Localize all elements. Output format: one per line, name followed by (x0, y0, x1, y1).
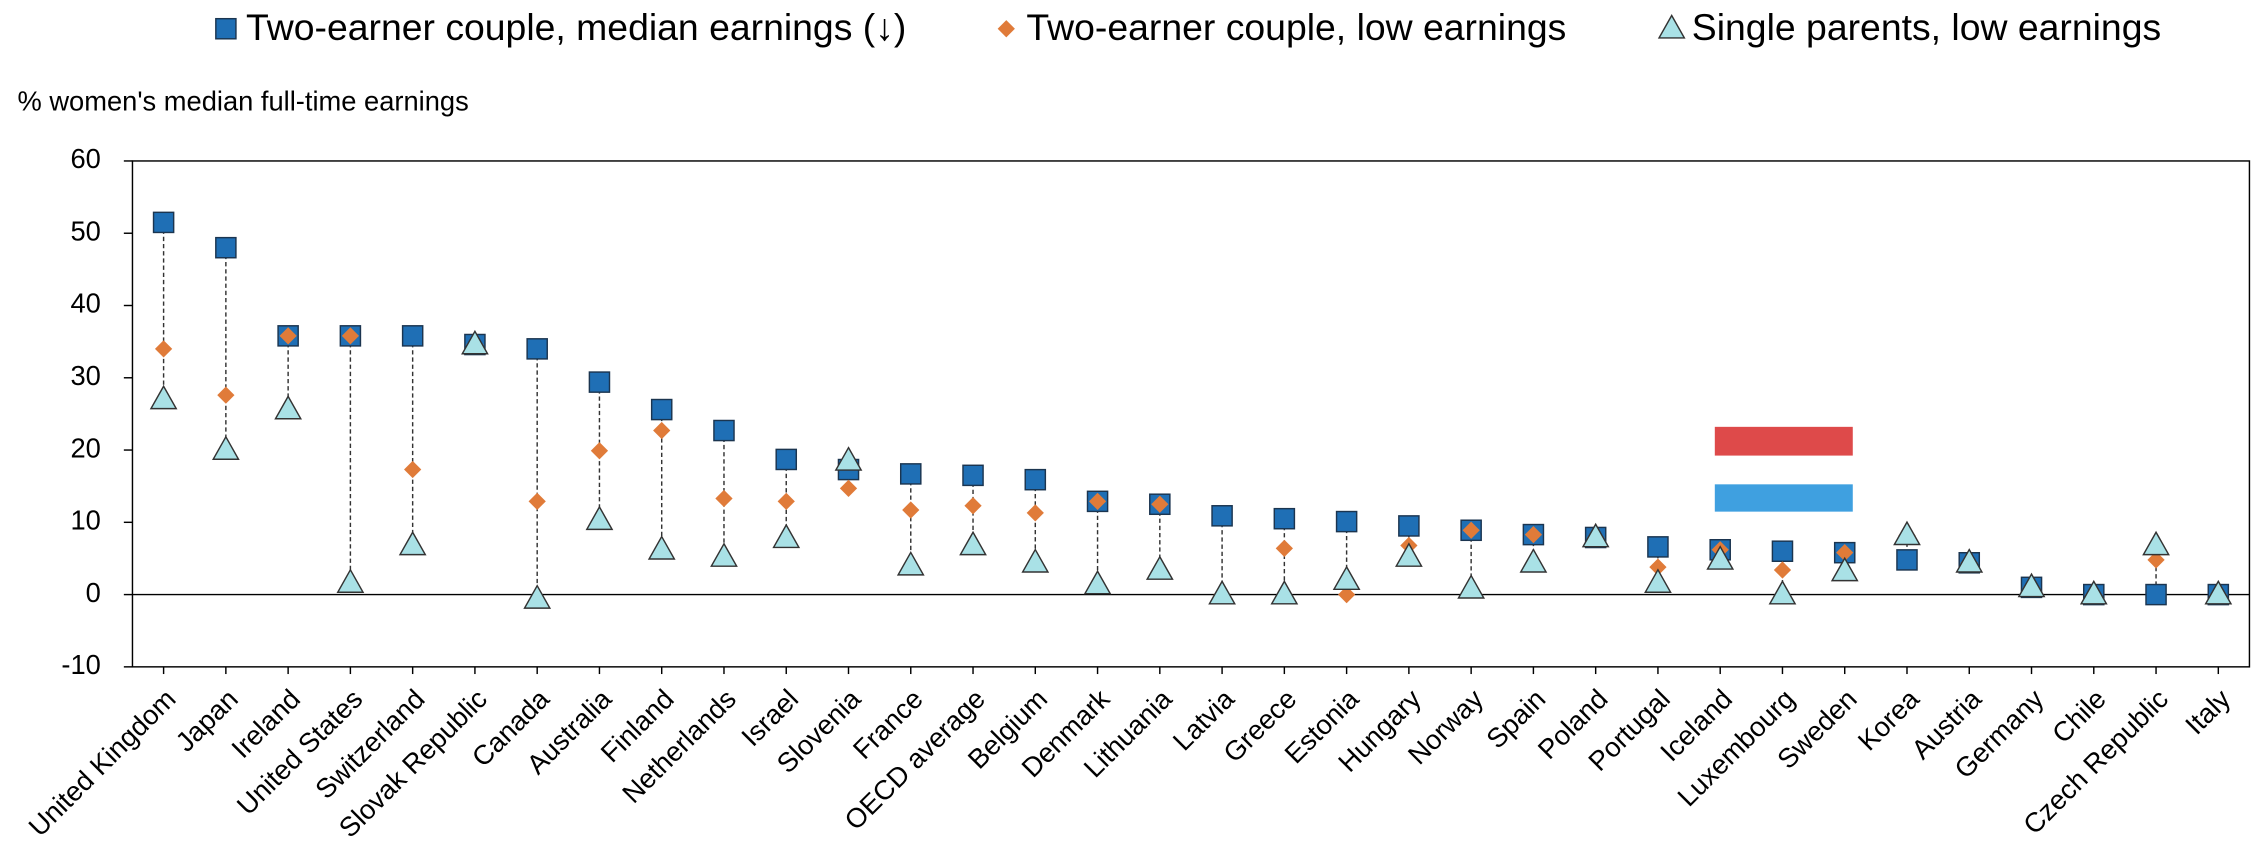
y-tick-label: -10 (61, 649, 100, 680)
point (1524, 525, 1543, 544)
point (1773, 561, 1792, 579)
point (1893, 520, 1921, 546)
point (1211, 505, 1233, 527)
y-tick-label: 50 (70, 215, 100, 246)
point (217, 386, 235, 404)
point (215, 236, 237, 259)
point (1145, 555, 1174, 580)
point (1088, 492, 1107, 510)
point (1836, 544, 1854, 562)
point (1896, 549, 1918, 571)
point (647, 535, 676, 560)
point (1771, 540, 1794, 563)
point (1830, 556, 1859, 582)
point (1398, 515, 1420, 537)
point (772, 523, 801, 549)
point (710, 542, 738, 567)
point (902, 501, 920, 519)
y-tick-label: 0 (86, 577, 101, 608)
point (962, 464, 984, 487)
point (152, 211, 175, 234)
point (1457, 574, 1486, 599)
point (715, 489, 733, 508)
point (528, 492, 546, 510)
point (899, 463, 922, 485)
point (2145, 583, 2167, 606)
point (964, 497, 982, 515)
y-tick-label: 40 (70, 288, 100, 319)
point (1151, 495, 1169, 513)
point (1395, 542, 1423, 567)
point (1955, 548, 1984, 573)
y-tick-label: 10 (70, 505, 100, 536)
point (959, 530, 987, 556)
legend-label: Single parents, low earnings (1692, 6, 2161, 48)
point (2204, 579, 2233, 605)
point (653, 421, 671, 440)
point (401, 325, 424, 347)
point (1270, 579, 1299, 605)
point (713, 419, 735, 442)
point (274, 394, 303, 420)
point (650, 398, 673, 421)
y-tick-label: 30 (70, 360, 100, 391)
point (1706, 545, 1735, 570)
point (1644, 568, 1672, 593)
point (526, 338, 548, 360)
point (1026, 504, 1044, 522)
point (1083, 569, 1112, 595)
point (1335, 510, 1358, 533)
point (2142, 530, 2170, 556)
point (777, 492, 795, 510)
point (398, 530, 427, 556)
y-tick-label: 20 (70, 432, 100, 463)
point (585, 505, 614, 531)
point (336, 568, 365, 593)
point (590, 442, 609, 460)
point (1024, 468, 1047, 491)
point (588, 371, 611, 393)
legend-label: Two-earner couple, low earnings (1026, 6, 1566, 48)
point (149, 384, 178, 410)
legend-marker (997, 20, 1015, 38)
point (775, 448, 798, 471)
legend-marker (1657, 14, 1686, 39)
legend-marker (215, 17, 237, 40)
point (896, 550, 925, 576)
y-axis-label: % women's median full-time earnings (17, 86, 468, 117)
legend-label: Two-earner couple, median earnings (↓) (246, 6, 906, 48)
point (1647, 536, 1669, 558)
point (2017, 572, 2046, 598)
x-tick-label: Italy (2179, 683, 2237, 741)
point (1275, 539, 1293, 557)
point (2147, 551, 2165, 569)
point (1273, 507, 1296, 530)
point (523, 584, 552, 609)
point (1519, 548, 1548, 573)
point (2079, 579, 2108, 605)
point (1768, 579, 1797, 605)
flag-stripe-blue (1714, 484, 1853, 512)
point (839, 479, 858, 497)
point (834, 446, 863, 471)
point (1021, 548, 1050, 573)
x-tick-label: United Kingdom (22, 683, 181, 842)
point (404, 460, 422, 479)
y-tick-label: 60 (70, 143, 100, 174)
point (1332, 565, 1361, 591)
point (1581, 522, 1610, 548)
plot-frame (131, 160, 2251, 668)
point (154, 340, 173, 358)
point (461, 329, 489, 355)
point (211, 435, 240, 460)
point (1208, 579, 1236, 605)
flag-stripe-red (1714, 426, 1853, 456)
